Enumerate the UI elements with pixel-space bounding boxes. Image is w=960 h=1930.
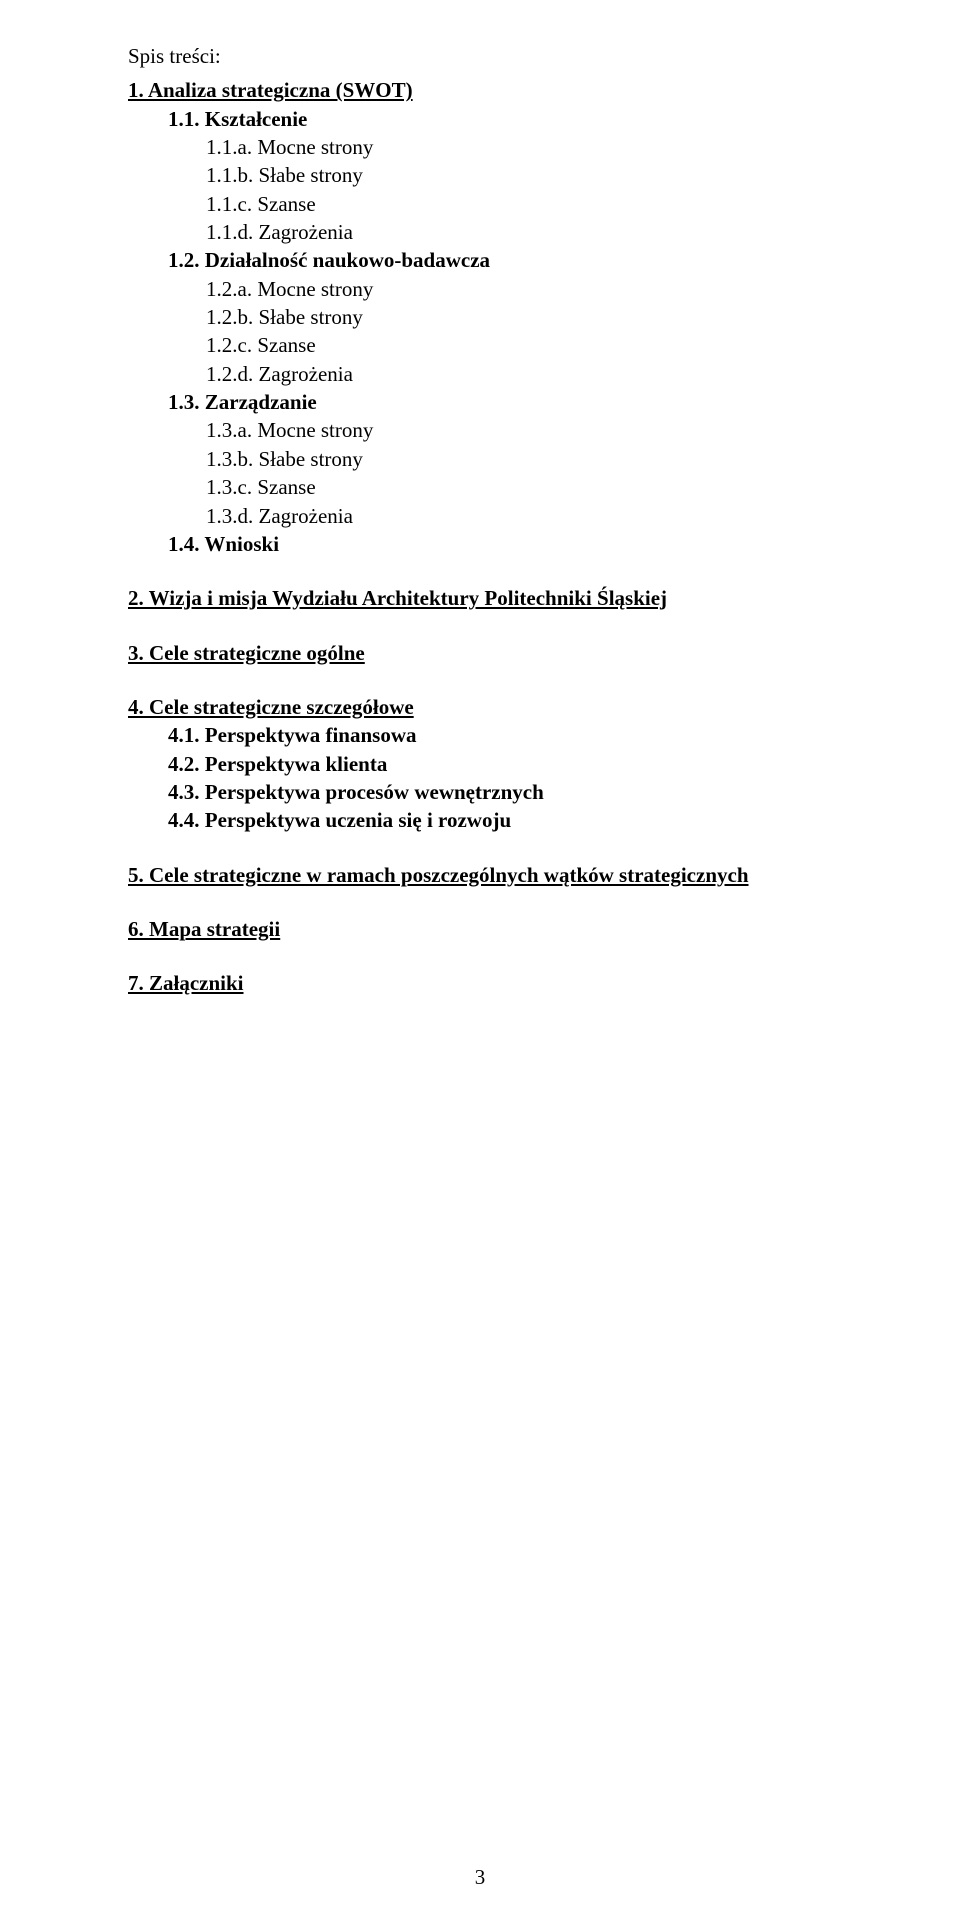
section-1-2-c: 1.2.c. Szanse <box>128 331 850 359</box>
section-1-2: 1.2. Działalność naukowo-badawcza <box>128 246 850 274</box>
section-1-2-a: 1.2.a. Mocne strony <box>128 275 850 303</box>
section-4-2: 4.2. Perspektywa klienta <box>128 750 850 778</box>
section-4-heading: 4. Cele strategiczne szczegółowe <box>128 693 850 721</box>
section-1-1-c: 1.1.c. Szanse <box>128 190 850 218</box>
section-4-1: 4.1. Perspektywa finansowa <box>128 721 850 749</box>
section-1-1-d: 1.1.d. Zagrożenia <box>128 218 850 246</box>
section-1-4: 1.4. Wnioski <box>128 530 850 558</box>
section-1-2-d: 1.2.d. Zagrożenia <box>128 360 850 388</box>
section-1-3-d: 1.3.d. Zagrożenia <box>128 502 850 530</box>
section-2-heading: 2. Wizja i misja Wydziału Architektury P… <box>128 584 850 612</box>
section-1-3: 1.3. Zarządzanie <box>128 388 850 416</box>
section-3-heading: 3. Cele strategiczne ogólne <box>128 639 850 667</box>
section-1-2-b: 1.2.b. Słabe strony <box>128 303 850 331</box>
section-1-3-b: 1.3.b. Słabe strony <box>128 445 850 473</box>
page-number: 3 <box>0 1865 960 1890</box>
document-page: Spis treści: 1. Analiza strategiczna (SW… <box>0 0 960 1930</box>
section-1-3-c: 1.3.c. Szanse <box>128 473 850 501</box>
section-1-3-a: 1.3.a. Mocne strony <box>128 416 850 444</box>
section-1-heading: 1. Analiza strategiczna (SWOT) <box>128 76 850 104</box>
section-4-4: 4.4. Perspektywa uczenia się i rozwoju <box>128 806 850 834</box>
section-4-3: 4.3. Perspektywa procesów wewnętrznych <box>128 778 850 806</box>
section-1-1-a: 1.1.a. Mocne strony <box>128 133 850 161</box>
toc-title: Spis treści: <box>128 42 850 70</box>
section-7-heading: 7. Załączniki <box>128 969 850 997</box>
section-6-heading: 6. Mapa strategii <box>128 915 850 943</box>
section-5-heading: 5. Cele strategiczne w ramach poszczegól… <box>128 861 850 889</box>
section-1-1-b: 1.1.b. Słabe strony <box>128 161 850 189</box>
section-1-1: 1.1. Kształcenie <box>128 105 850 133</box>
